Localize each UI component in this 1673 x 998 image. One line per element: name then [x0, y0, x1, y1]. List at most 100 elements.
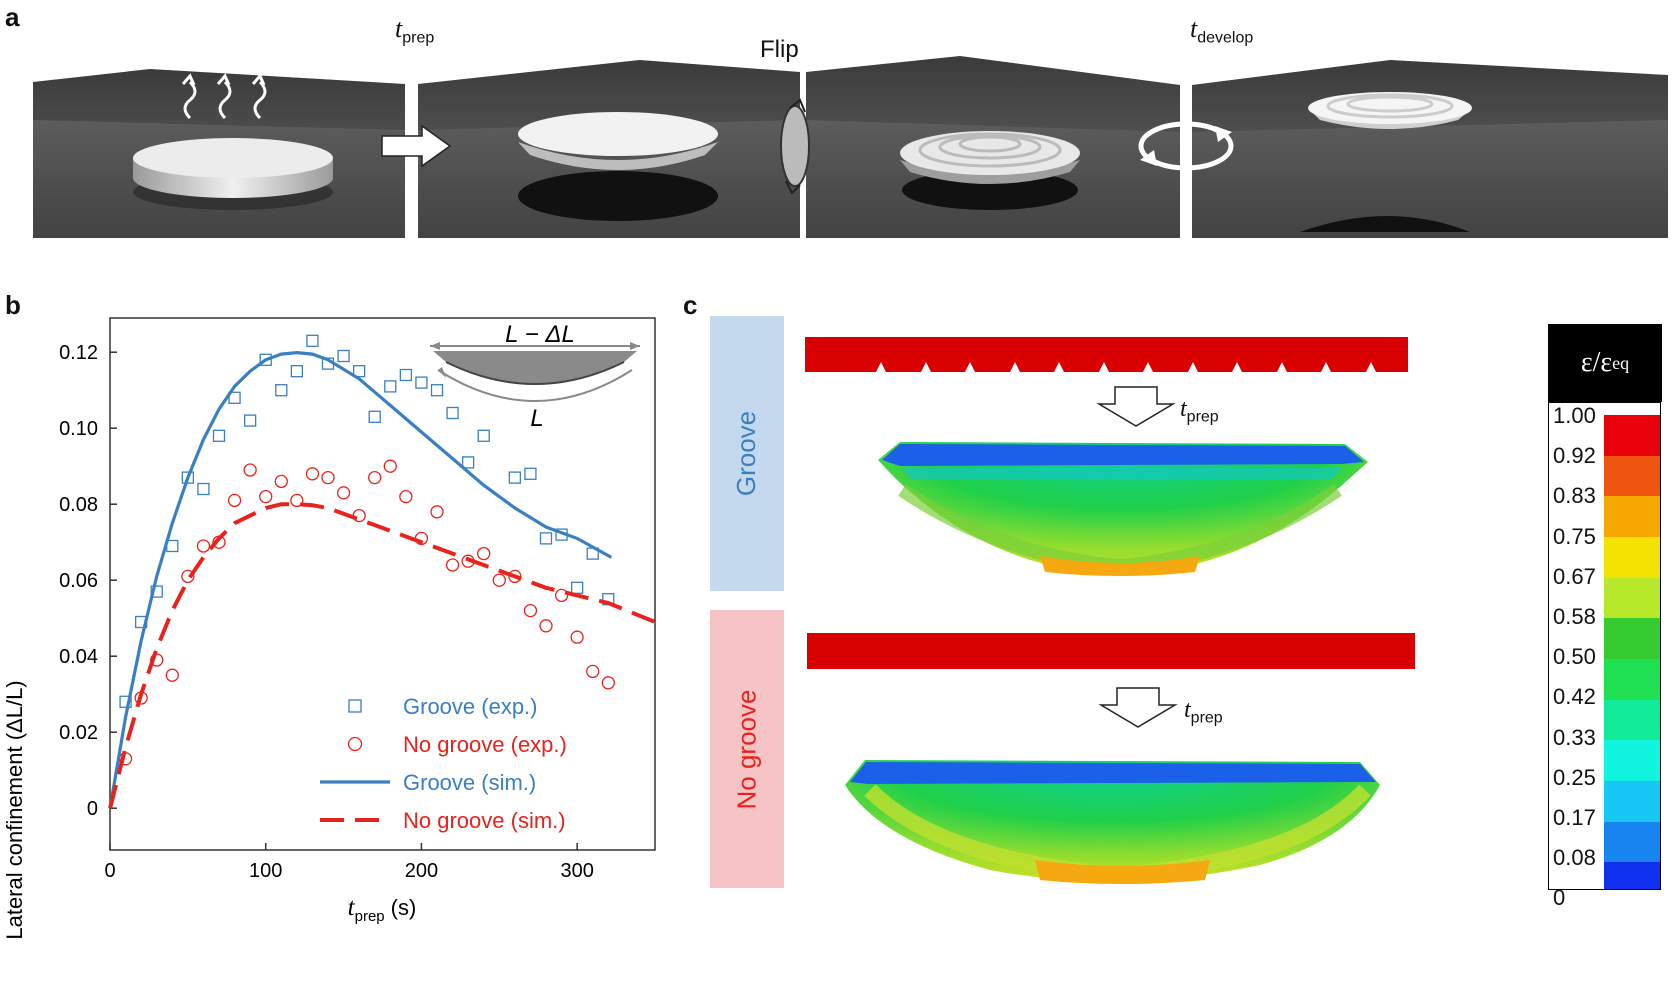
colorbar-swatch	[1604, 537, 1660, 578]
colorbar-swatch	[1604, 699, 1660, 741]
colorbar-tick-label: 0.58	[1553, 604, 1596, 629]
no-groove-exp-point	[259, 489, 273, 504]
groove-exp-point	[259, 353, 272, 366]
colorbar-tick-label: 0.25	[1553, 764, 1596, 790]
no-groove-exp-point	[196, 539, 211, 553]
process-illustration	[33, 56, 1668, 238]
series-2	[108, 350, 613, 809]
t-prep-label: tprep	[395, 14, 435, 47]
legend-label: No groove (exp.)	[403, 732, 567, 757]
panel-c-letter: c	[683, 290, 698, 320]
groove-sim-line	[108, 350, 613, 809]
legend-circle-marker	[347, 736, 363, 752]
groove-exp-point	[119, 695, 132, 708]
developed-dish	[1300, 92, 1472, 232]
no-groove-exp-point	[445, 558, 460, 572]
x-axis-label-main: t	[348, 894, 356, 921]
t-develop-label: tdevelop	[1190, 14, 1254, 47]
stage-4-background	[1192, 60, 1668, 238]
no-groove-exp-point	[430, 505, 444, 519]
colorbar-tick-label: 0	[1553, 885, 1566, 911]
groove-exp-point	[446, 406, 459, 420]
y-tick-label: 0.08	[59, 494, 98, 516]
no-groove-exp-point	[243, 463, 257, 477]
groove-exp-point	[181, 471, 195, 484]
colorbar-title: ε/ε eq	[1548, 324, 1662, 402]
simulation-illustration	[805, 337, 1415, 884]
groove-exp-point	[430, 384, 444, 397]
x-axis-label: tprep (s)	[348, 894, 417, 925]
groove-exp-point	[524, 467, 537, 480]
groove-exp-point	[150, 585, 163, 598]
colorbar-swatch	[1604, 740, 1660, 781]
legend-label: Groove (exp.)	[403, 694, 538, 719]
groove-exp-point	[415, 376, 428, 389]
groove-exp-point	[477, 429, 490, 442]
strain-colorbar	[1548, 402, 1661, 890]
series-3	[108, 502, 656, 809]
series-1	[118, 459, 615, 766]
heat-arrows-icon	[181, 73, 267, 120]
colorbar-swatch	[1604, 577, 1660, 619]
x-tick-label: 100	[249, 860, 282, 882]
colorbar-swatch	[1604, 862, 1660, 889]
colorbar-swatch	[1604, 821, 1660, 863]
y-tick-label: 0.02	[59, 722, 98, 744]
groove-side-label: Groove	[710, 316, 784, 591]
colorbar-tick-label: 0.92	[1553, 443, 1596, 469]
no-groove-sim-line	[108, 502, 656, 809]
no-groove-exp-point	[601, 676, 615, 690]
colorbar-tick-label: 1.00	[1553, 403, 1596, 428]
colorbar-tick-label: 0.42	[1553, 684, 1596, 710]
inset-top-label: L − ΔL	[505, 321, 575, 348]
groove-exp-point	[243, 414, 257, 427]
inset-dish	[430, 342, 640, 402]
no-groove-exp-point	[570, 630, 584, 644]
groove-exp-point	[228, 391, 241, 404]
y-axis-label: Lateral confinement (ΔL/L)	[2, 680, 27, 939]
x-tick-label: 300	[560, 860, 593, 882]
groove-exp-point	[399, 368, 413, 382]
colorbar-swatch	[1604, 415, 1660, 456]
no-groove-exp-point	[368, 470, 382, 485]
no-groove-dish-strain	[845, 760, 1380, 884]
flip-label: Flip	[760, 36, 799, 63]
legend-label: Groove (sim.)	[403, 770, 536, 795]
no-groove-exp-point	[492, 573, 506, 587]
panel-b-letter: b	[5, 290, 21, 320]
groove-exp-point	[275, 384, 288, 397]
groove-exp-point	[337, 349, 350, 363]
x-tick-label: 0	[104, 860, 115, 882]
x-axis-label-unit: (s)	[391, 895, 417, 920]
groove-exp-point	[306, 334, 319, 347]
no-groove-exp-point	[586, 664, 600, 679]
down-arrow-icon-1	[1096, 386, 1176, 427]
colorbar-tick-label: 0.50	[1553, 644, 1596, 670]
no-groove-exp-point	[290, 493, 304, 508]
colorbar-swatch	[1604, 496, 1660, 537]
legend-label: No groove (sim.)	[403, 808, 566, 833]
no-groove-exp-point	[321, 470, 335, 485]
legend-square-marker	[348, 699, 362, 713]
colorbar-swatch	[1604, 618, 1660, 659]
x-tick-label: 200	[405, 860, 438, 882]
groove-exp-point	[508, 471, 522, 484]
flip-icon	[780, 98, 810, 195]
no-groove-exp-point	[523, 603, 538, 618]
grooved-disk	[900, 131, 1080, 210]
no-groove-exp-point	[539, 619, 553, 633]
y-tick-label: 0.04	[59, 646, 98, 668]
no-groove-exp-point	[274, 474, 288, 489]
flat-disk	[133, 138, 333, 210]
groove-exp-point	[539, 532, 553, 545]
colorbar-tick-label: 0.83	[1553, 483, 1596, 509]
plot-area-frame	[109, 317, 656, 851]
colorbar-tick-label: 0.33	[1553, 724, 1596, 750]
curved-disk	[518, 112, 718, 221]
colorbar-tick-label: 0.08	[1553, 845, 1596, 871]
colorbar-tick-label: 0.67	[1553, 563, 1596, 589]
rotate-icon	[1138, 121, 1234, 171]
t-prep-arrow-label-1: tprep	[1180, 396, 1219, 426]
colorbar-swatch	[1604, 455, 1660, 497]
groove-exp-point	[368, 410, 381, 423]
